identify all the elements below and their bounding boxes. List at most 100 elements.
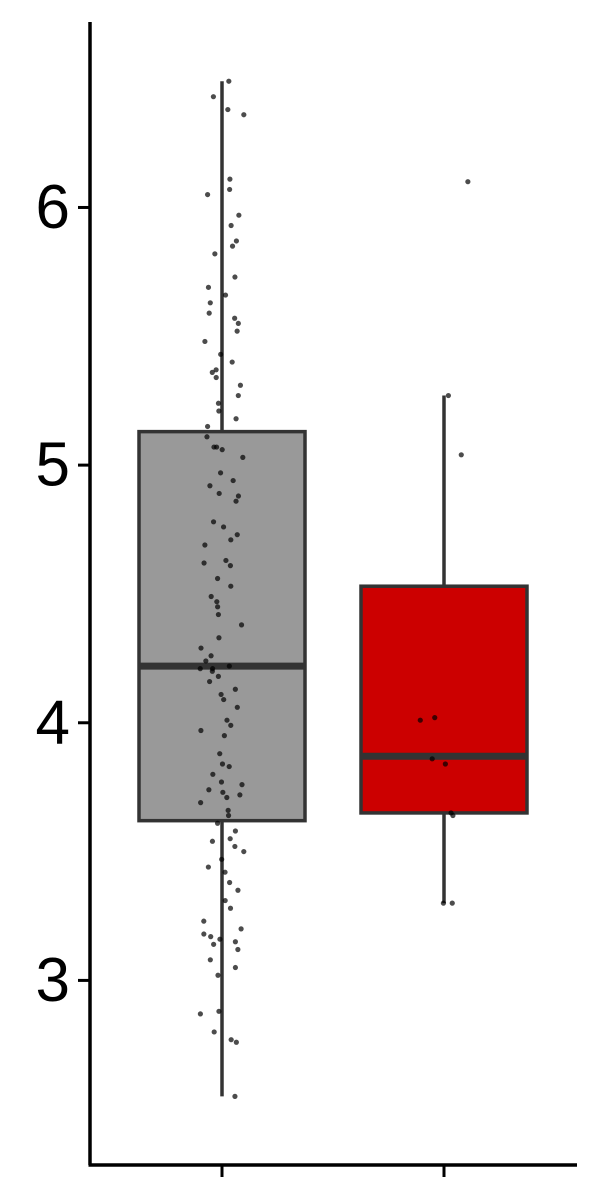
data-point — [229, 359, 235, 365]
data-point — [217, 470, 224, 476]
data-point — [241, 112, 247, 118]
data-point — [235, 493, 242, 499]
data-point — [198, 800, 204, 806]
data-point — [235, 887, 241, 893]
data-point — [227, 905, 234, 911]
data-point — [207, 957, 213, 963]
data-point — [234, 704, 240, 710]
data-point — [217, 751, 223, 757]
data-point — [202, 338, 208, 345]
data-point — [417, 717, 423, 723]
data-point — [227, 563, 234, 569]
data-point — [228, 583, 234, 589]
data-point — [197, 666, 203, 672]
data-point — [213, 444, 220, 450]
data-point — [209, 369, 215, 375]
data-point — [209, 668, 215, 674]
data-point — [227, 879, 233, 886]
data-point — [232, 828, 239, 834]
data-point — [241, 848, 247, 855]
data-point — [211, 1029, 217, 1035]
data-point — [224, 794, 230, 801]
data-point — [203, 658, 209, 664]
data-point — [222, 292, 229, 298]
y-tick-label: 6 — [36, 173, 70, 242]
data-point — [445, 392, 451, 399]
data-point — [238, 926, 244, 932]
data-point — [207, 300, 213, 306]
data-point — [237, 792, 243, 798]
data-point — [218, 351, 224, 357]
data-point — [229, 243, 236, 249]
data-point — [220, 524, 227, 530]
data-point — [432, 715, 438, 721]
data-point — [230, 477, 236, 484]
data-point — [240, 454, 246, 460]
data-point — [228, 537, 234, 543]
data-point — [450, 812, 456, 819]
data-point — [201, 931, 207, 937]
data-point — [204, 434, 210, 440]
data-point — [227, 176, 233, 182]
data-point — [233, 238, 240, 244]
data-point — [429, 756, 435, 762]
data-point — [208, 593, 214, 600]
data-point — [442, 761, 448, 767]
data-point — [226, 763, 232, 770]
data-point — [237, 382, 244, 388]
data-point — [215, 673, 221, 679]
data-point — [234, 328, 240, 334]
data-point — [234, 532, 240, 538]
data-point — [235, 946, 241, 953]
box — [359, 584, 529, 815]
data-point — [218, 779, 225, 785]
data-point — [232, 315, 238, 321]
data-point — [219, 447, 225, 453]
data-point — [218, 691, 224, 698]
box-group-2 — [359, 179, 529, 906]
data-point — [216, 408, 222, 414]
data-point — [227, 186, 233, 193]
data-point — [204, 423, 211, 430]
data-point — [232, 843, 238, 850]
data-point — [198, 645, 204, 651]
data-point — [215, 611, 222, 618]
data-point — [198, 727, 204, 734]
data-point — [201, 560, 207, 566]
data-point — [210, 94, 217, 100]
data-point — [440, 900, 447, 906]
data-point — [216, 490, 222, 497]
data-point — [214, 820, 221, 826]
data-point — [215, 604, 221, 610]
data-point — [232, 274, 238, 280]
box — [137, 429, 307, 823]
data-point — [222, 869, 228, 875]
data-point — [202, 542, 208, 548]
data-point — [222, 897, 228, 904]
data-point — [465, 179, 471, 185]
data-point — [220, 789, 226, 795]
data-point — [239, 782, 245, 788]
data-point — [225, 106, 231, 113]
data-point — [216, 1008, 222, 1014]
data-point — [232, 1093, 238, 1099]
data-point — [225, 812, 232, 819]
data-point — [213, 374, 219, 381]
data-point — [205, 284, 212, 290]
data-point — [211, 941, 217, 947]
data-point — [235, 392, 241, 399]
data-point — [233, 1039, 239, 1045]
data-point — [206, 678, 213, 685]
data-point — [207, 483, 213, 489]
y-tick-label: 5 — [36, 431, 70, 500]
data-point — [226, 663, 232, 669]
data-point — [208, 653, 214, 659]
data-point — [201, 918, 207, 924]
y-axis: 3 4 5 6 — [36, 22, 92, 1165]
data-point — [221, 733, 227, 739]
data-point — [204, 191, 211, 198]
data-point — [233, 416, 239, 422]
data-point — [228, 222, 234, 229]
